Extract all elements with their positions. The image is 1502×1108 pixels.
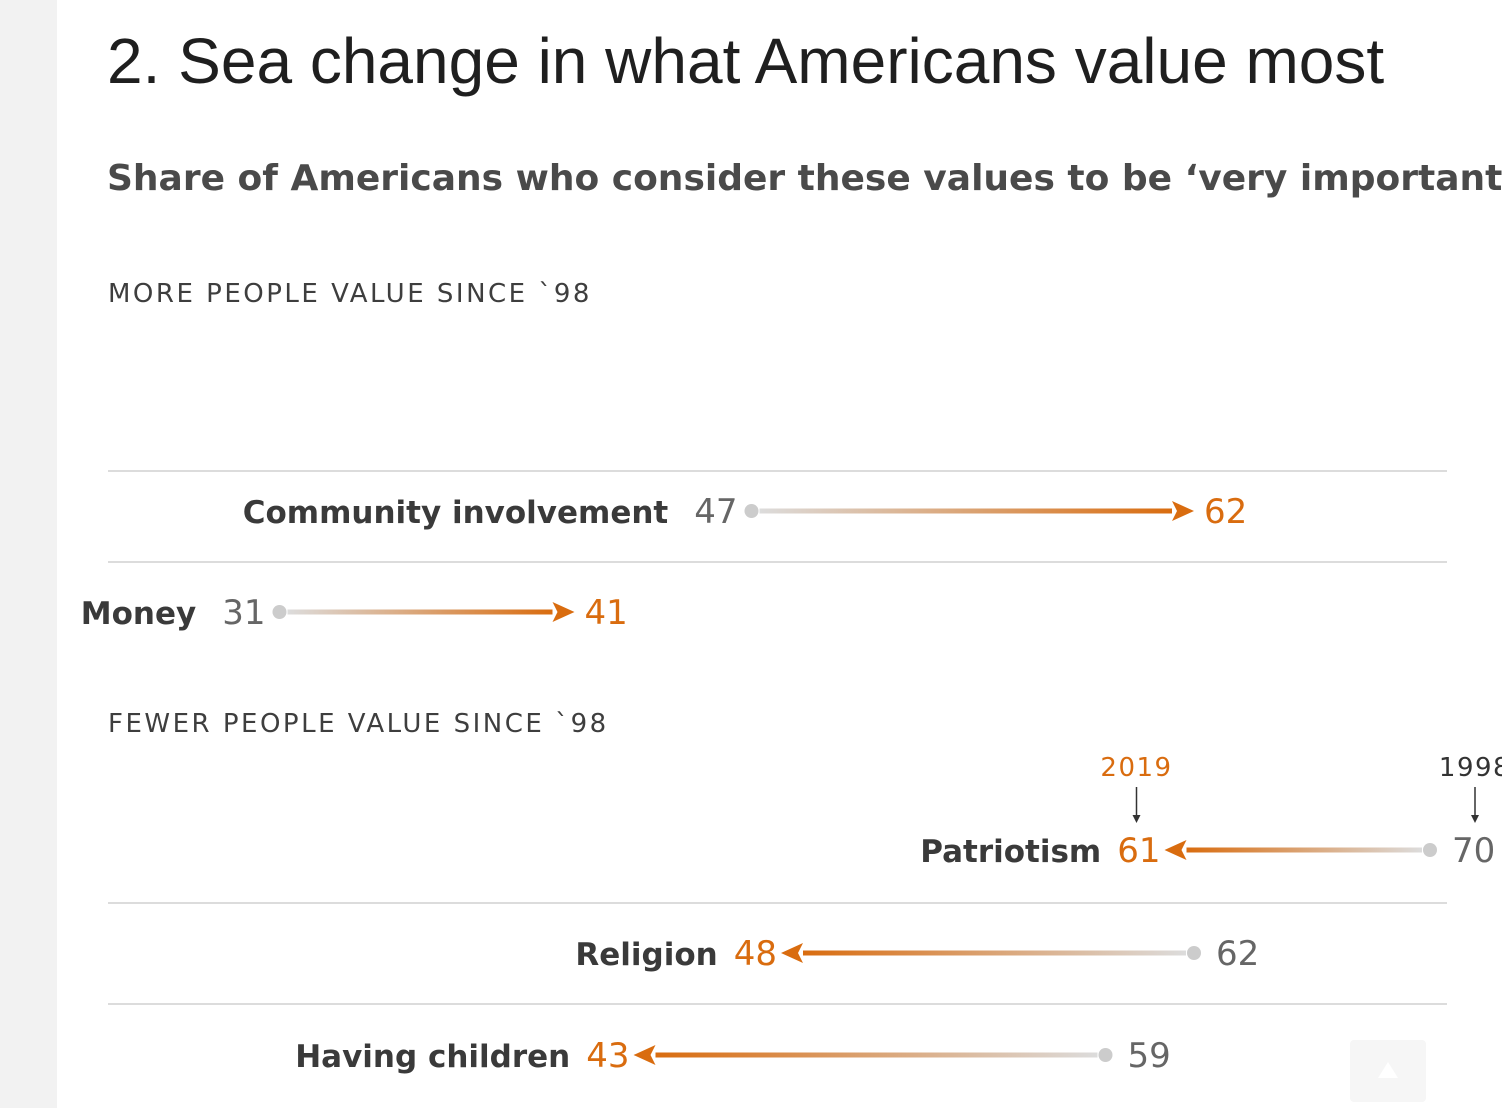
dot-1998 [272,605,287,619]
arrow-head [781,943,803,963]
arrow-shaft [759,508,1172,514]
value-1998-label: 62 [1216,934,1259,974]
scroll-to-top-button[interactable] [1350,1040,1426,1102]
content-panel [57,0,1502,1108]
row-category-label: Money [81,596,196,632]
year-pointer-head [1132,815,1141,823]
arrow-head [552,602,575,622]
year-pointer-head [1471,815,1479,823]
dot-1998 [1098,1048,1113,1062]
arrow-head [1164,840,1187,860]
arrow-shaft [1186,847,1422,853]
chart-subtitle: Share of Americans who consider these va… [107,158,1502,199]
value-2019-label: 48 [734,934,777,974]
section-label-more: MORE PEOPLE VALUE SINCE `98 [108,279,592,309]
row-category-label: Religion [575,937,717,973]
arrow-shaft [803,950,1186,956]
dot-1998 [1187,946,1201,960]
value-2019-label: 61 [1117,831,1160,871]
arrow-head [633,1045,656,1065]
dot-1998 [744,504,759,518]
section-label-fewer: FEWER PEOPLE VALUE SINCE `98 [108,709,609,739]
value-2019-label: 43 [586,1036,629,1076]
arrow-shaft [655,1052,1098,1058]
value-1998-label: 31 [222,593,265,633]
dot-1998 [1423,843,1437,857]
row-category-label: Patriotism [920,834,1101,870]
value-2019-label: 41 [585,593,628,633]
value-2019-label: 62 [1204,492,1247,532]
row-category-label: Having children [295,1039,570,1075]
arrow-shaft [287,609,553,615]
row-category-label: Community involvement [243,495,669,531]
value-1998-label: 59 [1128,1036,1171,1076]
year-1998-label: 1998 [1439,753,1502,783]
arrow-head [1172,501,1194,521]
year-2019-label: 2019 [1100,753,1172,783]
value-1998-label: 47 [694,492,737,532]
value-1998-label: 70 [1452,831,1495,871]
page-title: 2. Sea change in what Americans value mo… [107,25,1385,97]
